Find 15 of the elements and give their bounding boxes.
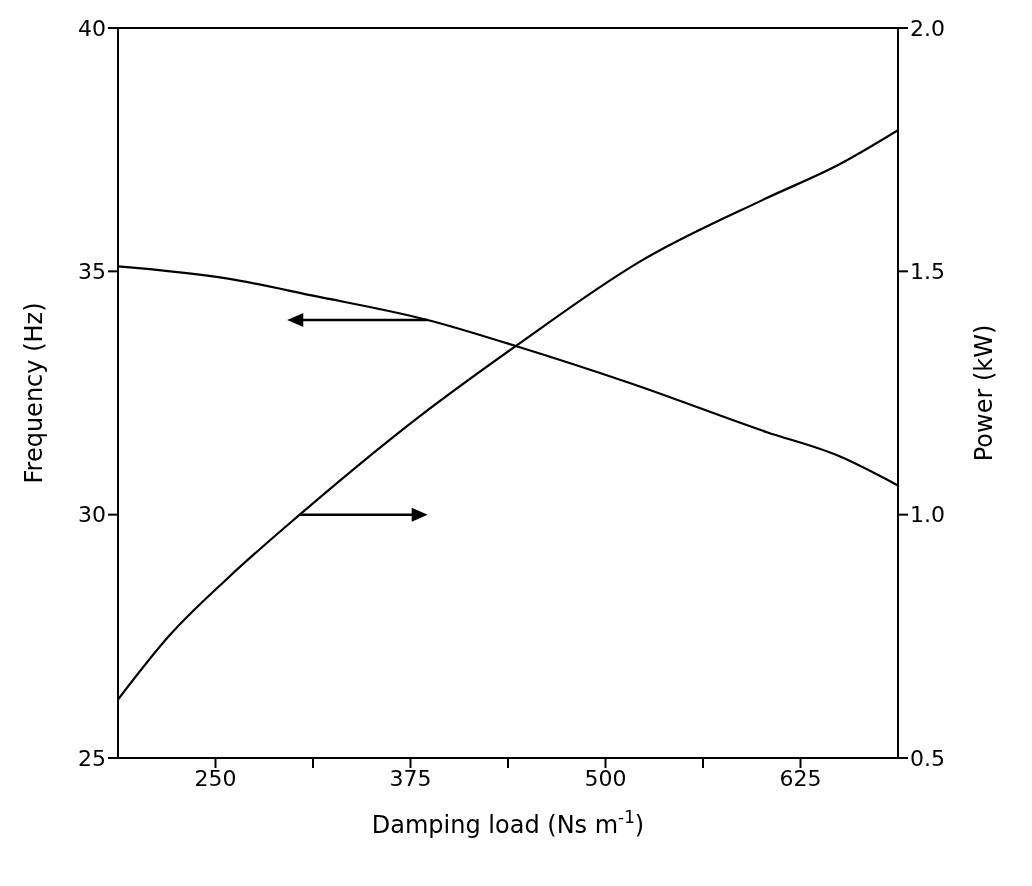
x-tick-label: 500 bbox=[584, 765, 627, 791]
x-tick-label: 250 bbox=[194, 765, 237, 791]
y-tick-label: 25 bbox=[78, 745, 106, 771]
y-axis-title: Frequency (Hz) bbox=[19, 302, 48, 484]
y2-tick-label: 2.0 bbox=[910, 15, 945, 41]
y-tick-label: 30 bbox=[78, 502, 106, 528]
x-tick-label: 625 bbox=[779, 765, 822, 791]
y2-tick-label: 0.5 bbox=[910, 745, 945, 771]
y-tick-label: 40 bbox=[78, 15, 106, 41]
y-tick-label: 35 bbox=[78, 259, 106, 285]
y2-axis-title: Power (kW) bbox=[969, 324, 998, 462]
x-tick-label: 375 bbox=[389, 765, 432, 791]
y2-tick-label: 1.0 bbox=[910, 502, 945, 528]
x-axis-title: Damping load (Ns m$^{-1}$) bbox=[371, 807, 645, 839]
y2-tick-label: 1.5 bbox=[910, 259, 945, 285]
